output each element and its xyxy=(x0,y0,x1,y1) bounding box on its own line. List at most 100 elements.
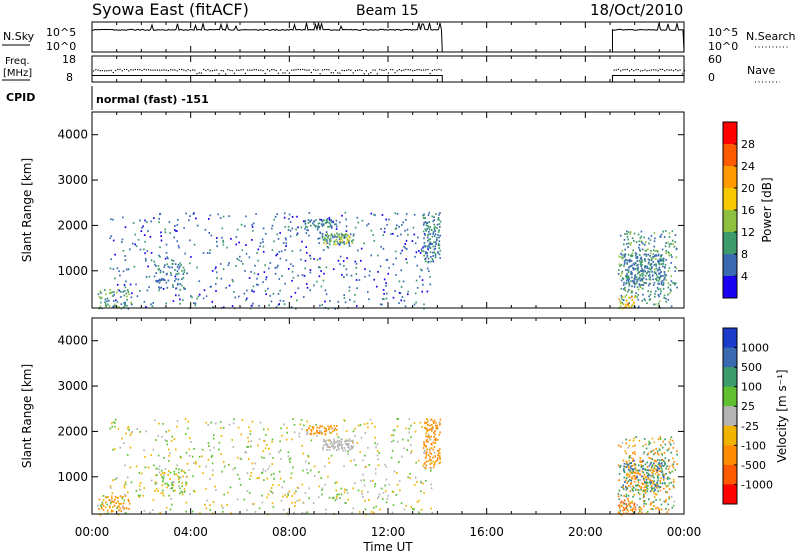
velocity-point xyxy=(330,441,333,443)
power-point xyxy=(341,234,344,237)
power-point xyxy=(433,223,435,226)
power-point xyxy=(258,304,260,307)
velocity-point xyxy=(348,440,350,442)
velocity-point xyxy=(184,490,186,493)
power-point xyxy=(658,300,661,303)
power-point xyxy=(648,271,651,273)
velocity-point xyxy=(669,443,672,446)
power-point xyxy=(121,238,124,241)
velocity-point xyxy=(321,425,324,428)
velocity-point xyxy=(654,452,656,454)
velocity-point xyxy=(327,439,330,442)
power-point xyxy=(100,301,102,304)
velocity-point xyxy=(649,479,652,482)
velocity-point xyxy=(433,438,436,441)
power-point xyxy=(653,271,656,273)
velocity-point xyxy=(331,497,334,499)
velocity-point xyxy=(430,435,432,438)
velocity-point xyxy=(178,476,181,479)
freq-sample xyxy=(326,69,328,71)
power-point xyxy=(208,252,211,254)
velocity-point xyxy=(350,440,352,442)
velocity-point xyxy=(628,444,630,447)
power-point xyxy=(641,279,643,282)
power-point xyxy=(134,243,136,246)
power-point xyxy=(637,298,640,301)
power-point xyxy=(251,226,254,228)
velocity-point xyxy=(649,469,651,472)
velocity-point xyxy=(278,470,281,473)
power-point xyxy=(631,271,633,274)
power-point xyxy=(203,289,206,292)
velocity-point xyxy=(646,488,649,490)
power-point xyxy=(308,234,310,237)
power-point xyxy=(131,292,133,295)
power-point xyxy=(238,241,240,244)
velocity-point xyxy=(644,492,647,494)
velocity-point xyxy=(622,459,625,462)
power-point xyxy=(288,218,290,220)
velocity-point xyxy=(178,480,180,483)
power-point xyxy=(125,292,128,295)
power-point xyxy=(633,301,635,304)
freq-sample xyxy=(315,69,317,71)
power-point xyxy=(146,289,149,292)
power-point xyxy=(439,212,441,214)
velocity-point xyxy=(649,503,652,506)
velocity-point xyxy=(193,462,195,464)
velocity-point xyxy=(430,459,432,462)
velocity-point xyxy=(157,490,159,492)
velocity-point xyxy=(156,482,158,485)
power-point xyxy=(193,243,196,246)
power-point xyxy=(277,293,280,295)
power-point xyxy=(407,290,409,293)
power-point xyxy=(139,219,141,222)
power-point xyxy=(256,252,258,254)
velocity-point xyxy=(278,451,280,454)
velocity-point xyxy=(343,465,345,468)
power-point xyxy=(405,239,408,242)
velocity-point xyxy=(633,451,636,453)
power-point xyxy=(628,278,630,281)
velocity-point xyxy=(302,501,305,504)
power-point xyxy=(663,278,665,281)
velocity-point xyxy=(667,508,670,511)
velocity-point xyxy=(643,481,646,484)
velocity-point xyxy=(627,463,629,466)
velocity-point xyxy=(386,498,389,500)
velocity-point xyxy=(162,492,164,495)
velocity-point xyxy=(127,427,129,430)
velocity-point xyxy=(138,484,141,487)
freq-sample xyxy=(683,70,686,72)
freq-sample xyxy=(167,70,169,72)
velocity-point xyxy=(166,486,168,489)
cpid-label: CPID xyxy=(6,91,35,104)
power-point xyxy=(184,288,186,290)
velocity-point xyxy=(135,490,138,492)
velocity-point xyxy=(263,428,265,431)
velocity-point xyxy=(154,419,156,422)
velocity-point xyxy=(367,426,369,429)
velocity-point xyxy=(428,436,430,439)
power-point xyxy=(660,281,663,284)
velocity-point xyxy=(301,512,304,514)
power-point xyxy=(346,237,349,240)
power-point xyxy=(636,255,639,258)
velocity-point xyxy=(350,445,352,447)
velocity-point xyxy=(369,418,372,421)
power-point xyxy=(373,213,375,216)
time-tick-label-2: 08:00 xyxy=(272,525,307,539)
velocity-point xyxy=(633,504,635,507)
power-point xyxy=(226,246,228,249)
power-colorbar-swatch-4 xyxy=(723,210,737,233)
velocity-point xyxy=(306,429,309,431)
velocity-point xyxy=(324,430,327,433)
power-point xyxy=(422,214,425,217)
power-point xyxy=(330,225,333,227)
power-point xyxy=(626,262,628,264)
velocity-point xyxy=(323,426,326,429)
power-point xyxy=(674,241,677,243)
velocity-point xyxy=(301,483,304,486)
velocity-point xyxy=(623,508,626,511)
velocity-point xyxy=(634,463,637,466)
